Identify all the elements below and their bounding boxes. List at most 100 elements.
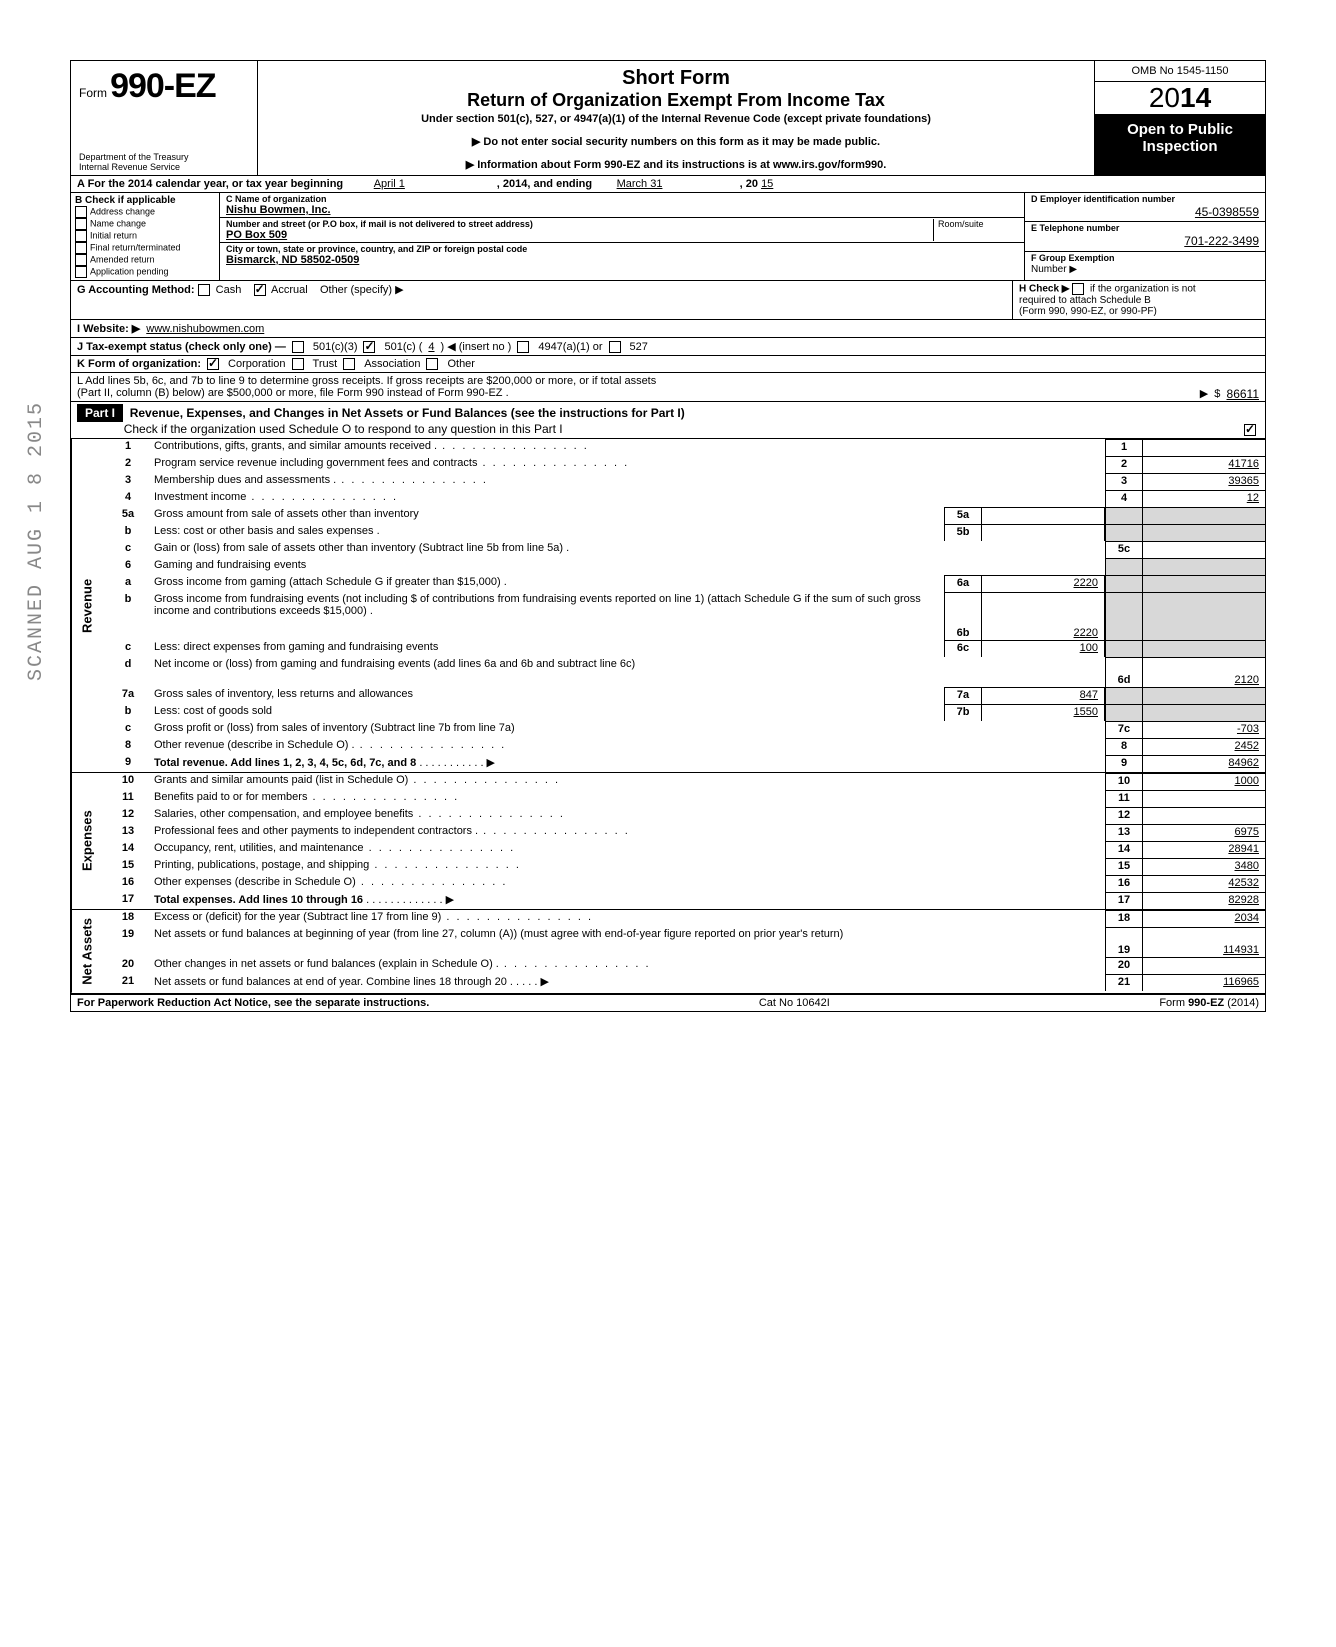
ln19-no: 19 <box>102 927 154 957</box>
ln6c-no: c <box>102 640 154 657</box>
ln21-val: 116965 <box>1142 974 1265 991</box>
ln5c-text: Gain or (loss) from sale of assets other… <box>154 541 1105 558</box>
d-label: D Employer identification number <box>1031 194 1175 204</box>
ln6d-text: Net income or (loss) from gaming and fun… <box>154 657 1105 687</box>
ln14-no: 14 <box>102 841 154 858</box>
ln19-val: 114931 <box>1142 927 1265 957</box>
ln7b-no: b <box>102 704 154 721</box>
instruction-url: ▶ Information about Form 990-EZ and its … <box>266 158 1086 171</box>
row-k: K Form of organization: Corporation Trus… <box>71 356 1265 373</box>
form-prefix: Form <box>79 86 107 100</box>
ln15-text: Printing, publications, postage, and shi… <box>154 858 1105 875</box>
ln3-text: Membership dues and assessments . <box>154 473 1105 490</box>
chk-association[interactable] <box>343 358 355 370</box>
ln18-box: 18 <box>1105 910 1142 927</box>
instruction-ssn: ▶ Do not enter social security numbers o… <box>266 135 1086 148</box>
ln6-no: 6 <box>102 558 154 575</box>
l-amount: 86611 <box>1227 387 1259 401</box>
chk-cash[interactable] <box>198 284 210 296</box>
lbl-amended-return: Amended return <box>90 254 155 264</box>
chk-final-return[interactable] <box>75 242 87 254</box>
lbl-name-change: Name change <box>90 218 146 228</box>
chk-name-change[interactable] <box>75 218 87 230</box>
col-b-header: B Check if applicable <box>75 195 215 206</box>
year-prefix: 20 <box>1149 82 1180 113</box>
ln7a-sv: 847 <box>982 687 1105 704</box>
row-h: H Check ▶ if the organization is not req… <box>1012 281 1265 319</box>
ln10-no: 10 <box>102 773 154 790</box>
chk-527[interactable] <box>609 341 621 353</box>
lbl-other-method: Other (specify) ▶ <box>320 284 404 296</box>
chk-other-org[interactable] <box>426 358 438 370</box>
ln6c-mval <box>1142 640 1265 657</box>
ln20-text: Other changes in net assets or fund bala… <box>154 957 1105 974</box>
chk-corporation[interactable] <box>207 358 219 370</box>
ln12-box: 12 <box>1105 807 1142 824</box>
ln5a-sv <box>982 507 1105 524</box>
revenue-lines: 1Contributions, gifts, grants, and simil… <box>102 439 1265 772</box>
ln10-val: 1000 <box>1142 773 1265 790</box>
f-label: F Group Exemption <box>1031 253 1115 263</box>
ln7c-box: 7c <box>1105 721 1142 738</box>
lbl-4947: 4947(a)(1) or <box>538 341 602 353</box>
ln8-text: Other revenue (describe in Schedule O) . <box>154 738 1105 755</box>
revenue-table: Revenue 1Contributions, gifts, grants, a… <box>71 439 1265 773</box>
chk-trust[interactable] <box>292 358 304 370</box>
lbl-accrual: Accrual <box>271 284 308 296</box>
h-label: H Check ▶ <box>1019 284 1069 295</box>
ln1-no: 1 <box>102 439 154 456</box>
ln6-mbox <box>1105 558 1142 575</box>
chk-application-pending[interactable] <box>75 266 87 278</box>
footer-mid: Cat No 10642I <box>759 997 830 1009</box>
lbl-final-return: Final return/terminated <box>90 242 181 252</box>
ln6c-mbox <box>1105 640 1142 657</box>
ln6d-val: 2120 <box>1142 657 1265 687</box>
i-label: I Website: ▶ <box>77 322 140 335</box>
ln7a-mval <box>1142 687 1265 704</box>
chk-accrual[interactable] <box>254 284 266 296</box>
ln19-text: Net assets or fund balances at beginning… <box>154 927 1105 957</box>
chk-amended-return[interactable] <box>75 254 87 266</box>
col-mid: C Name of organization Nishu Bowmen, Inc… <box>220 193 1024 280</box>
ln1-box: 1 <box>1105 439 1142 456</box>
ln2-box: 2 <box>1105 456 1142 473</box>
chk-501c[interactable] <box>363 341 375 353</box>
ln16-box: 16 <box>1105 875 1142 892</box>
d-ein: 45-0398559 <box>1195 205 1259 219</box>
ln6c-sv: 100 <box>982 640 1105 657</box>
chk-schedule-b[interactable] <box>1072 283 1084 295</box>
lbl-527: 527 <box>630 341 648 353</box>
chk-501c3[interactable] <box>292 341 304 353</box>
lbl-address-change: Address change <box>90 206 155 216</box>
ln4-box: 4 <box>1105 490 1142 507</box>
ln8-no: 8 <box>102 738 154 755</box>
footer: For Paperwork Reduction Act Notice, see … <box>71 995 1265 1011</box>
ln18-val: 2034 <box>1142 910 1265 927</box>
chk-4947[interactable] <box>517 341 529 353</box>
ln10-box: 10 <box>1105 773 1142 790</box>
ln20-box: 20 <box>1105 957 1142 974</box>
open-line2: Inspection <box>1099 138 1261 155</box>
street-label: Number and street (or P.O box, if mail i… <box>226 219 933 229</box>
row-g: G Accounting Method: Cash Accrual Other … <box>71 281 1012 319</box>
title-cell: Short Form Return of Organization Exempt… <box>258 61 1095 175</box>
chk-address-change[interactable] <box>75 206 87 218</box>
ln7a-text: Gross sales of inventory, less returns a… <box>154 687 944 704</box>
chk-initial-return[interactable] <box>75 230 87 242</box>
ln9-box: 9 <box>1105 755 1142 772</box>
row-l: L Add lines 5b, 6c, and 7b to line 9 to … <box>71 373 1265 402</box>
part1-badge: Part I <box>77 404 123 422</box>
netassets-table: Net Assets 18Excess or (deficit) for the… <box>71 910 1265 995</box>
ln6-text: Gaming and fundraising events <box>154 558 1105 575</box>
scanned-stamp: SCANNED AUG 1 8 2015 <box>25 401 48 681</box>
tax-year: 2014 <box>1095 82 1265 115</box>
ln6c-text: Less: direct expenses from gaming and fu… <box>154 640 944 657</box>
ln13-no: 13 <box>102 824 154 841</box>
ln5b-no: b <box>102 524 154 541</box>
c-org-name: Nishu Bowmen, Inc. <box>226 204 1018 216</box>
ln11-text: Benefits paid to or for members <box>154 790 1105 807</box>
ln12-text: Salaries, other compensation, and employ… <box>154 807 1105 824</box>
side-expenses: Expenses <box>71 773 102 909</box>
ln6b-text: Gross income from fundraising events (no… <box>154 592 944 640</box>
chk-schedule-o[interactable] <box>1244 424 1256 436</box>
